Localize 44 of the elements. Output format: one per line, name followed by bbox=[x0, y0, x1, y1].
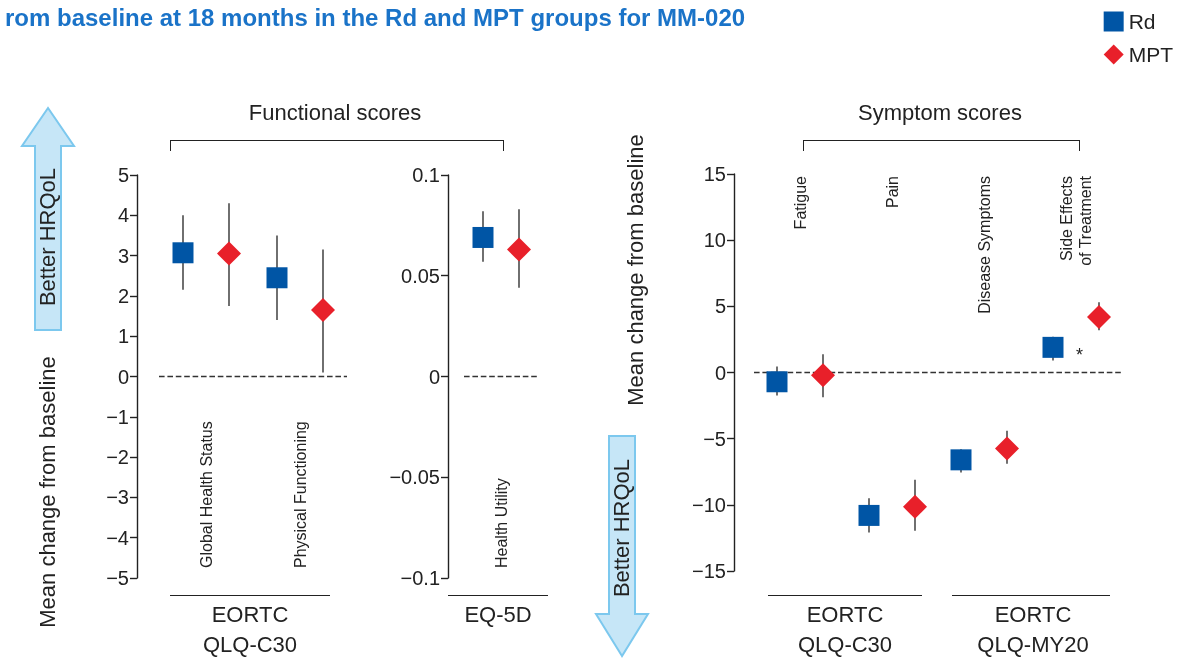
y-tick-label: 5 bbox=[117, 164, 129, 186]
y-tick-label: 0 bbox=[117, 365, 129, 388]
legend-label: MPT bbox=[1128, 43, 1174, 66]
text: Better HRQoL bbox=[35, 167, 61, 307]
x-tick-label: Side Effects of Treatment bbox=[1058, 175, 1094, 266]
y-tick-label: −4 bbox=[106, 526, 129, 549]
y-tick-label: 0 bbox=[714, 361, 726, 384]
y-tick-label: 10 bbox=[703, 229, 726, 252]
y-tick-label: −5 bbox=[703, 427, 726, 450]
y-tick-label: 2 bbox=[117, 284, 129, 307]
x-tick-label: Global Health Status bbox=[197, 421, 215, 568]
annotation: * bbox=[1076, 344, 1084, 367]
y-tick-label: −2 bbox=[106, 446, 129, 469]
y-tick-label: 4 bbox=[117, 204, 129, 227]
x-tick-label: Disease Symptoms bbox=[975, 176, 993, 314]
y-tick-label: −10 bbox=[692, 493, 726, 516]
y-tick-label: 1 bbox=[117, 325, 129, 348]
y-tick-label: −0.1 bbox=[400, 567, 440, 589]
text: Symptom scores bbox=[857, 99, 1023, 127]
text: Better HRQoL bbox=[609, 458, 635, 598]
text: EORTC QLQ-MY20 bbox=[976, 601, 1090, 659]
y-tick-label: −3 bbox=[106, 486, 129, 509]
y-tick-label: −15 bbox=[692, 560, 726, 582]
text: EQ-5D bbox=[463, 601, 533, 629]
text: EORTC QLQ-C30 bbox=[201, 601, 299, 659]
y-tick-label: 0.05 bbox=[401, 264, 440, 287]
text: EORTC QLQ-C30 bbox=[796, 601, 894, 659]
y-tick-label: −5 bbox=[106, 567, 129, 589]
y-tick-label: 0.1 bbox=[412, 164, 440, 186]
y-tick-label: 15 bbox=[703, 163, 726, 185]
chart-title: rom baseline at 18 months in the Rd and MPT groups for MM-020 bbox=[5, 3, 746, 31]
x-tick-label: Fatigue bbox=[791, 175, 809, 230]
y-tick-label: −1 bbox=[106, 405, 129, 428]
x-tick-label: Health Utility bbox=[492, 478, 510, 568]
y-axis-title: Mean change from baseline bbox=[35, 356, 61, 628]
y-tick-label: 3 bbox=[117, 244, 129, 267]
legend-label: Rd bbox=[1128, 10, 1156, 33]
y-tick-label: −0.05 bbox=[389, 466, 440, 489]
y-axis-title: Mean change from baseline bbox=[623, 134, 649, 406]
y-tick-label: 0 bbox=[428, 365, 440, 388]
text: Functional scores bbox=[247, 99, 423, 127]
x-tick-label: Pain bbox=[883, 176, 901, 209]
y-tick-label: 5 bbox=[714, 295, 726, 318]
x-tick-label: Physical Functioning bbox=[291, 421, 309, 568]
